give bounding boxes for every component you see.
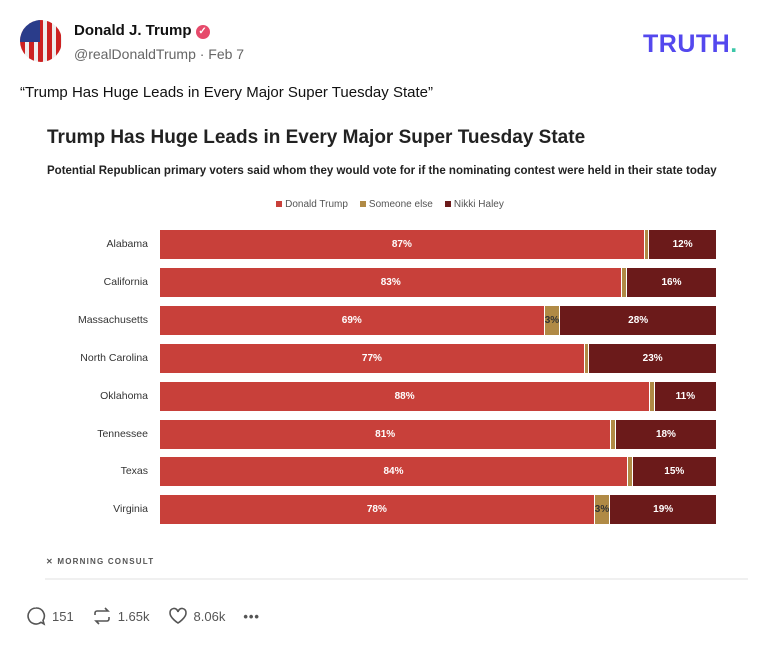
bar-donald-trump: 78% [160,495,594,525]
divider [45,578,748,580]
bar-donald-trump: 77% [160,343,584,373]
chart-legend: Donald Trump Someone else Nikki Haley [30,199,750,210]
bar-someone-else [583,343,590,373]
chart-subtitle: Potential Republican primary voters said… [47,165,717,177]
reply-button[interactable]: 151 [26,606,74,626]
bar-donald-trump: 81% [160,419,611,449]
bar-someone-else: 3% [543,305,561,335]
category-label: Texas [120,465,148,478]
verified-badge-icon: ✓ [195,25,210,39]
bar-nikki-haley: 15% [632,457,716,487]
bar-donald-trump: 88% [160,381,650,411]
truth-logo: TRUTH. [643,30,738,58]
bar-nikki-haley: 19% [610,495,716,525]
bar-someone-else [621,267,628,297]
heart-icon [168,607,187,624]
bar-someone-else [610,419,616,449]
legend-item: Someone else [359,199,433,210]
category-label: North Carolina [80,351,148,364]
bar-donald-trump: 69% [160,305,544,335]
category-label: Alabama [106,238,148,250]
chart-title: Trump Has Huge Leads in Every Major Supe… [47,127,586,148]
bar-nikki-haley: 23% [589,343,716,373]
bar-donald-trump: 87% [160,230,644,259]
handle-and-date[interactable]: @realDonaldTrump · Feb 7 [74,46,245,62]
like-button[interactable]: 8.06k [168,606,225,626]
category-label: Massachusetts [77,313,148,326]
legend-item: Donald Trump [276,199,348,210]
post-actions: 151 1.65k 8.06k ••• [26,606,278,626]
category-label: Oklahoma [100,389,148,402]
category-label: California [103,275,148,288]
chart-image[interactable]: Trump Has Huge Leads in Every Major Supe… [30,115,750,580]
bar-donald-trump: 83% [160,267,622,297]
bar-someone-else [643,230,650,259]
category-label: Virginia [113,503,148,516]
more-options-button[interactable]: ••• [243,609,260,624]
bar-nikki-haley: 12% [649,230,716,259]
retruth-icon [93,607,110,625]
bar-nikki-haley: 28% [560,305,716,335]
bar-donald-trump: 84% [160,457,628,487]
post-text: “Trump Has Huge Leads in Every Major Sup… [20,84,433,101]
bar-nikki-haley: 18% [615,419,716,449]
bar-someone-else [649,381,655,411]
category-label: Tennessee [97,427,148,440]
bar-someone-else [627,457,633,487]
author-name[interactable]: Donald J. Trump ✓ [74,22,210,39]
bar-nikki-haley: 11% [654,381,716,411]
bar-nikki-haley: 16% [627,267,716,297]
chart-source: ✕ MORNING CONSULT [46,557,155,566]
ellipsis-icon: ••• [243,608,260,624]
reply-icon [27,607,46,626]
legend-item: Nikki Haley [444,199,504,210]
retruth-button[interactable]: 1.65k [92,606,150,626]
bar-someone-else: 3% [593,495,611,525]
avatar[interactable] [20,20,62,62]
